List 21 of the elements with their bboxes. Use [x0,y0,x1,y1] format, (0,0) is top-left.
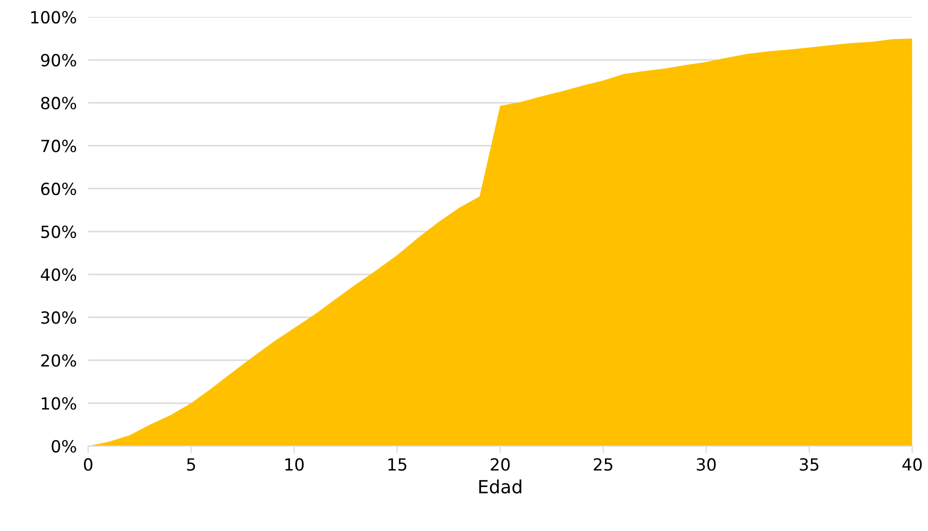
x-axis-title: Edad [479,480,522,494]
y-tick-label: 80% [41,96,76,110]
x-tick-label: 0 [84,458,92,471]
x-tick-label: 20 [490,458,510,471]
x-tick-label: 25 [594,458,612,471]
y-tick-label: 60% [41,182,76,196]
x-tick-label: 10 [285,458,304,471]
y-tick-label: 70% [41,140,76,152]
y-tick-label: 10% [42,397,76,410]
x-tick-label: 15 [388,458,406,471]
x-tick-label: 35 [800,458,818,471]
y-tick-label: 20% [41,354,76,367]
y-tick-label: 0% [52,440,76,453]
y-tick-label: 90% [41,54,76,66]
x-tick-label: 40 [902,458,922,471]
x-tick-label: 30 [696,458,716,471]
x-tick-label: 5 [187,458,196,471]
y-tick-label: 100% [31,10,76,24]
y-tick-label: 40% [40,268,76,281]
y-tick-label: 30% [41,311,76,324]
y-tick-label: 50% [41,225,76,238]
